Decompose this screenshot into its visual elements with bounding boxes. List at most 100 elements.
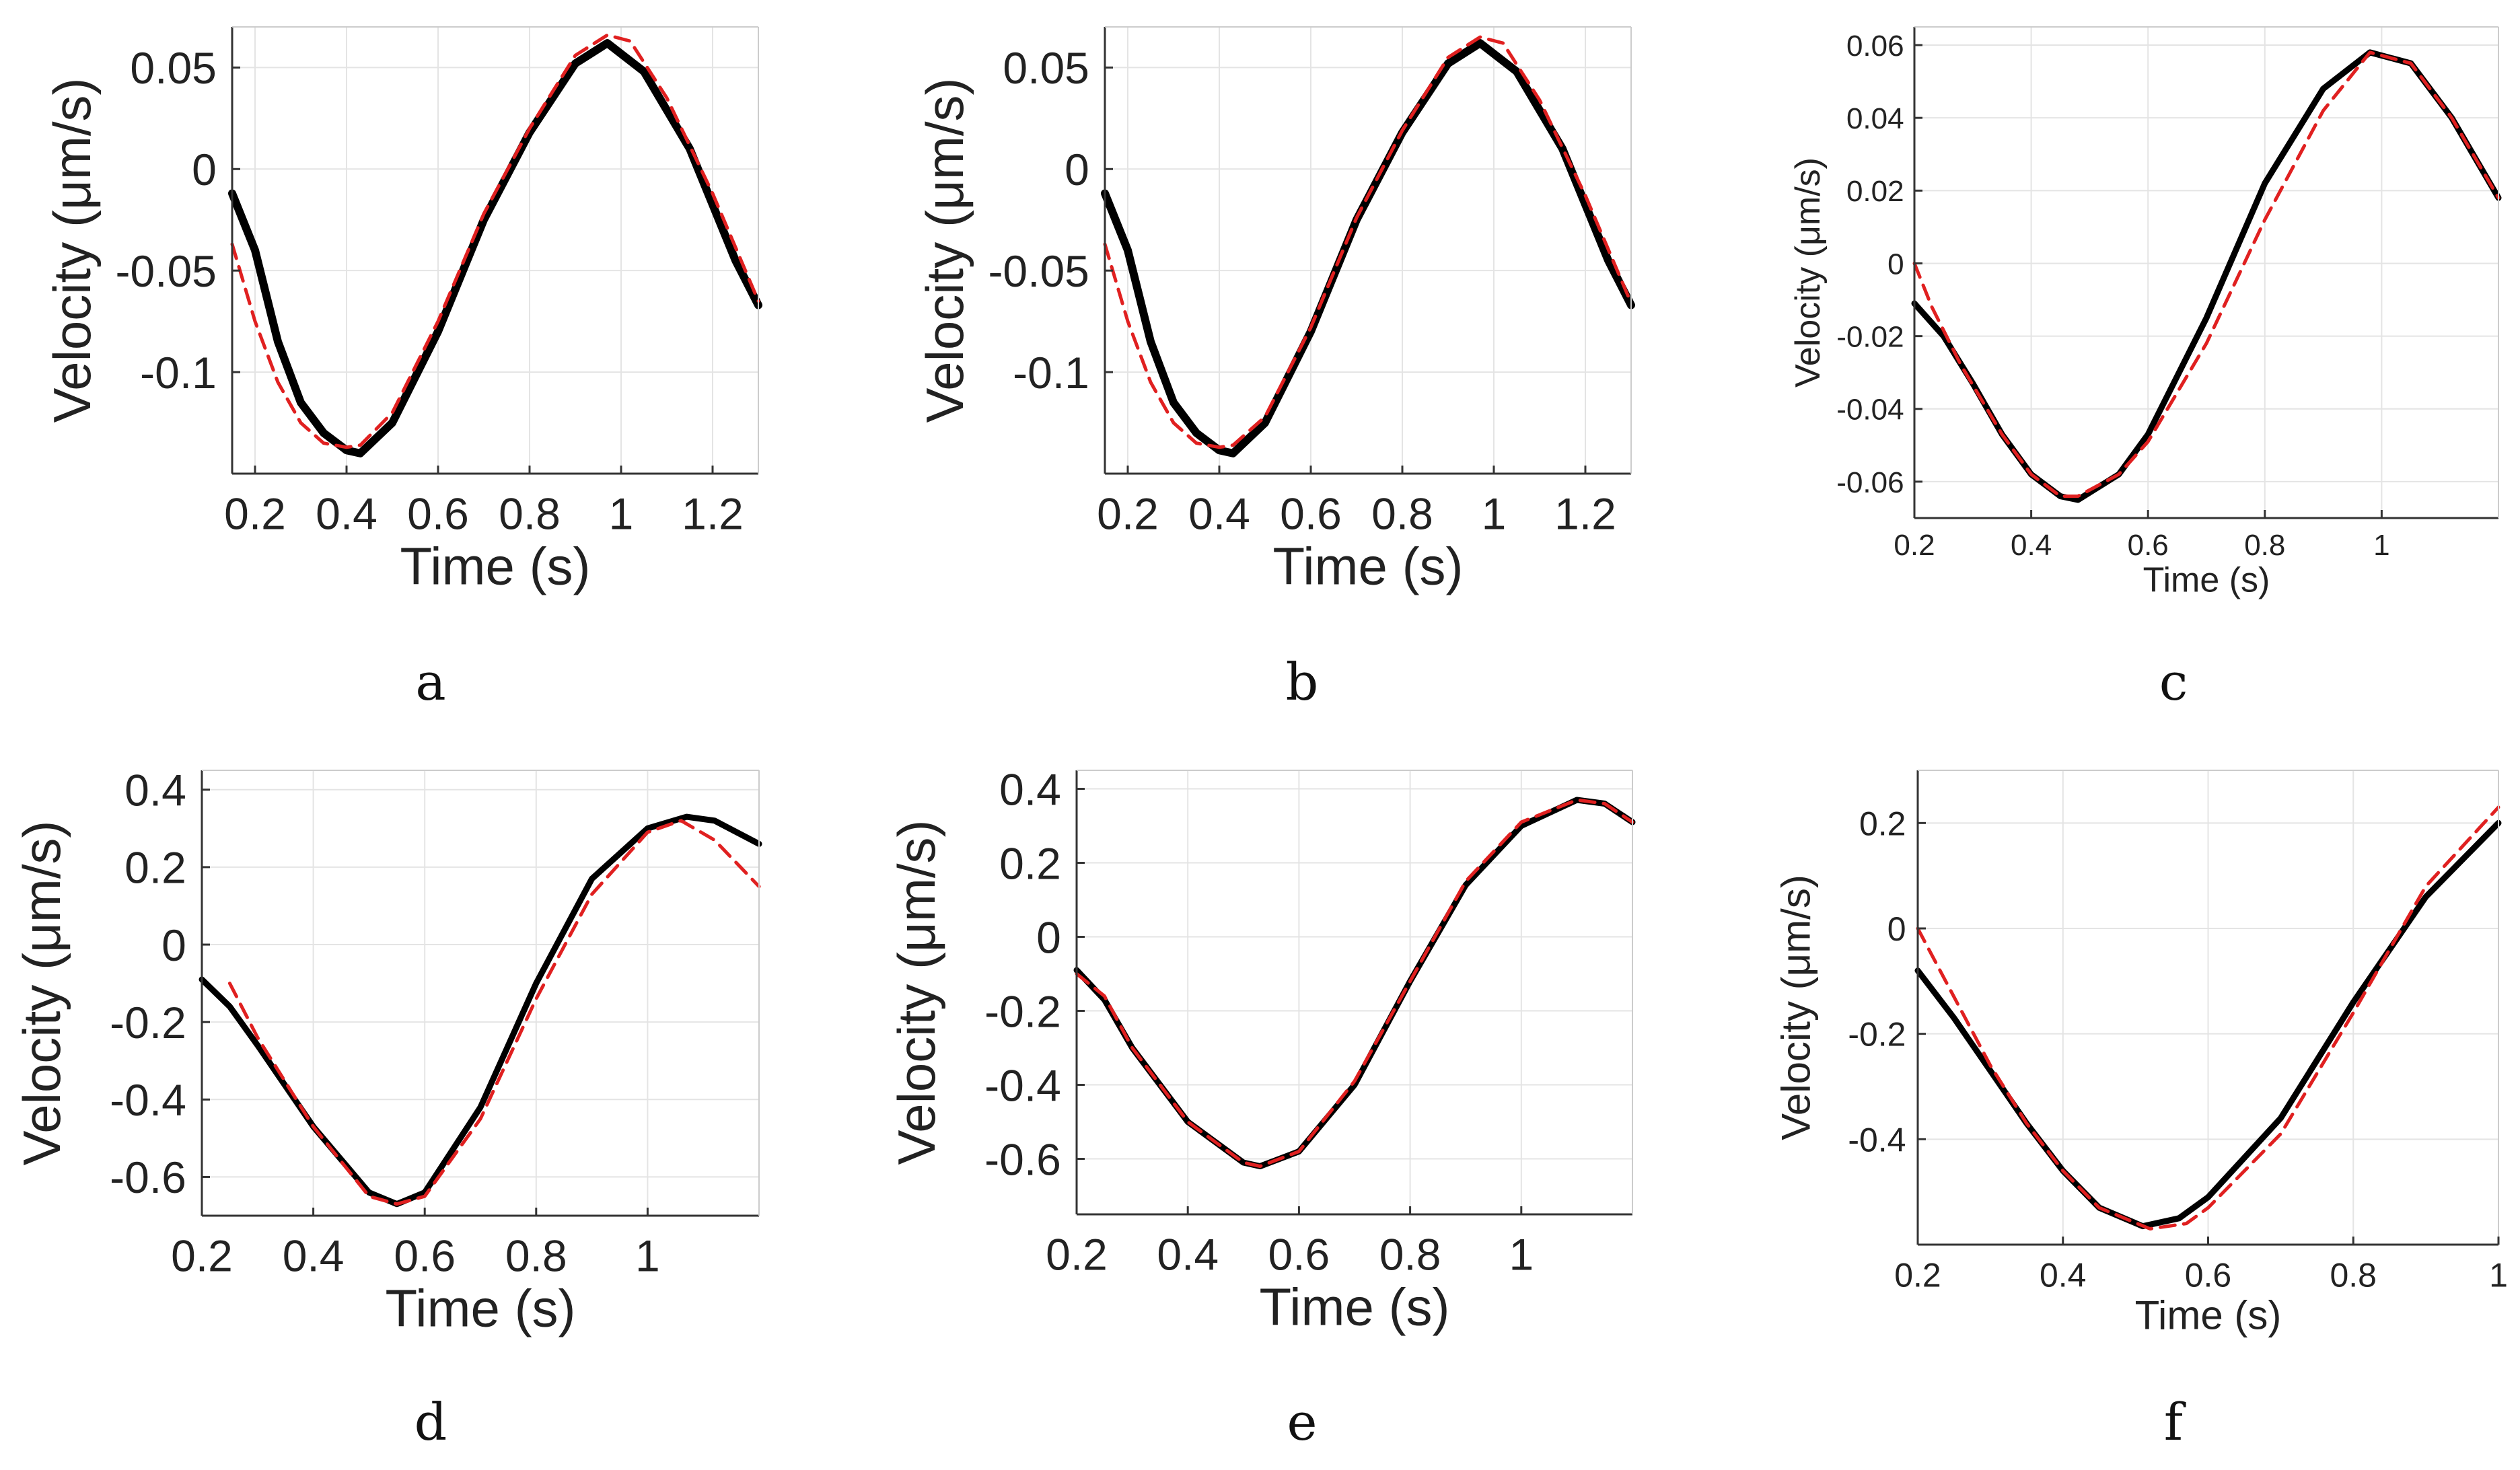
x-tick-label: 1 bbox=[1509, 1230, 1534, 1280]
y-tick-label: -0.05 bbox=[115, 246, 216, 296]
x-tick-label: 0.2 bbox=[171, 1231, 233, 1281]
x-tick-label: 0.8 bbox=[1379, 1230, 1441, 1280]
y-axis-label: Velocity (μm/s) bbox=[42, 77, 102, 422]
x-tick-label: 0.2 bbox=[1894, 529, 1935, 562]
x-tick-label: 0.8 bbox=[2244, 529, 2285, 562]
y-tick-label: 0.05 bbox=[130, 43, 216, 93]
plot-area bbox=[1077, 770, 1632, 1214]
series-line-model bbox=[227, 819, 761, 1206]
y-tick-label: 0 bbox=[192, 145, 217, 194]
x-tick-label: 0.2 bbox=[1046, 1230, 1108, 1280]
x-tick-label: 0.4 bbox=[283, 1231, 345, 1281]
y-tick-label: 0.4 bbox=[999, 764, 1061, 814]
x-axis-label: Time (s) bbox=[400, 536, 590, 595]
y-tick-label: -0.1 bbox=[140, 348, 217, 398]
x-axis-label: Time (s) bbox=[1259, 1277, 1449, 1336]
y-tick-label: -0.1 bbox=[1013, 348, 1089, 398]
y-tick-label: -0.4 bbox=[984, 1060, 1061, 1110]
y-tick-label: -0.02 bbox=[1836, 320, 1904, 353]
series-line-model bbox=[1103, 35, 1633, 449]
panel-caption: b bbox=[1286, 652, 1319, 712]
y-tick-label: 0 bbox=[1887, 248, 1904, 281]
series-line-model bbox=[1912, 50, 2500, 499]
panel-d: 0.2 0.4 0.6 0.8 1 0.4 0.2 0 -0.2 -0.4 -0.6 Time (s)… bbox=[12, 766, 762, 1452]
y-tick-label: -0.04 bbox=[1836, 394, 1904, 427]
y-tick-label: 0.2 bbox=[124, 843, 186, 893]
x-tick-label: 1 bbox=[609, 489, 634, 539]
x-tick-label: 0.8 bbox=[499, 489, 561, 539]
panel-caption: f bbox=[2164, 1392, 2186, 1452]
panel-caption: c bbox=[2159, 652, 2188, 712]
x-axis-label: Time (s) bbox=[1272, 536, 1463, 595]
x-tick-label: 0.6 bbox=[1280, 489, 1342, 539]
x-tick-label: 1 bbox=[1482, 489, 1507, 539]
x-tick-label: 1 bbox=[2489, 1257, 2508, 1294]
y-tick-label: 0.4 bbox=[124, 766, 186, 815]
y-tick-label: -0.4 bbox=[1848, 1121, 1906, 1159]
x-tick-label: 0.6 bbox=[407, 489, 469, 539]
y-tick-label: -0.2 bbox=[984, 986, 1061, 1036]
x-tick-label: 0.4 bbox=[1188, 489, 1250, 539]
x-axis-label: Time (s) bbox=[2135, 1293, 2282, 1338]
y-axis-label: Velocity (μm/s) bbox=[887, 819, 946, 1165]
plot-area bbox=[202, 770, 759, 1216]
x-tick-label: 1.2 bbox=[682, 489, 744, 539]
y-tick-label: 0.05 bbox=[1003, 43, 1089, 93]
plot-area bbox=[1105, 27, 1631, 474]
x-tick-label: 0.4 bbox=[316, 489, 377, 539]
panel-f: 0.2 0.4 0.6 0.8 1 0.2 0 -0.2 -0.4 Time (s) Velocit… bbox=[1774, 770, 2508, 1452]
panel-e: 0.2 0.4 0.6 0.8 1 0.4 0.2 0 -0.2 -0.4 -0.6 Time (s)… bbox=[887, 764, 1636, 1452]
x-tick-label: 0.8 bbox=[1371, 489, 1433, 539]
y-axis-label: Velocity (μm/s) bbox=[915, 77, 974, 422]
panel-caption: e bbox=[1287, 1392, 1318, 1452]
y-axis-label: Velocity (μm/s) bbox=[1789, 157, 1828, 388]
x-tick-label: 0.6 bbox=[394, 1231, 456, 1281]
series-line-measured bbox=[228, 39, 762, 457]
plot-area bbox=[232, 27, 758, 474]
panel-caption: d bbox=[415, 1392, 447, 1452]
x-tick-label: 0.8 bbox=[505, 1231, 567, 1281]
y-axis-label: Velocity (μm/s) bbox=[1774, 875, 1819, 1140]
x-tick-label: 1 bbox=[2373, 529, 2389, 562]
y-tick-label: 0.06 bbox=[1846, 30, 1904, 63]
x-axis-label: Time (s) bbox=[2143, 561, 2270, 600]
x-tick-label: 0.8 bbox=[2330, 1257, 2377, 1294]
panel-a: 0.2 0.4 0.6 0.8 1 1.2 0.05 0 -0.05 -0.1 Time (s) Ve… bbox=[42, 26, 762, 712]
series-line-model bbox=[1075, 798, 1634, 1168]
plot-area bbox=[1914, 27, 2498, 518]
series-line-measured bbox=[199, 813, 762, 1208]
x-tick-label: 0.6 bbox=[1268, 1230, 1330, 1280]
y-tick-label: -0.6 bbox=[984, 1134, 1061, 1184]
y-tick-label: 0.04 bbox=[1846, 102, 1904, 135]
panel-c: 0.2 0.4 0.6 0.8 1 0.06 0.04 0.02 0 -0.02 -0.04 -0.0… bbox=[1789, 26, 2502, 712]
y-tick-label: -0.2 bbox=[110, 998, 186, 1048]
x-tick-label: 1 bbox=[635, 1231, 660, 1281]
y-tick-label: -0.06 bbox=[1836, 466, 1904, 499]
y-tick-label: 0.2 bbox=[999, 838, 1061, 888]
y-tick-label: 0.2 bbox=[1859, 805, 1906, 842]
panel-caption: a bbox=[415, 652, 445, 712]
x-tick-label: 0.2 bbox=[1097, 489, 1159, 539]
x-tick-label: 0.4 bbox=[2040, 1257, 2087, 1294]
series-line-model bbox=[1916, 805, 2500, 1230]
y-tick-label: 0 bbox=[1887, 910, 1906, 948]
y-tick-label: 0 bbox=[1036, 912, 1061, 962]
series-line-measured bbox=[1101, 39, 1635, 457]
y-tick-label: 0 bbox=[161, 920, 186, 970]
x-tick-label: 0.2 bbox=[1894, 1257, 1941, 1294]
y-tick-label: 0 bbox=[1065, 145, 1089, 194]
x-tick-label: 0.2 bbox=[224, 489, 286, 539]
y-tick-label: -0.05 bbox=[988, 246, 1089, 296]
x-axis-label: Time (s) bbox=[385, 1278, 575, 1337]
y-tick-label: 0.02 bbox=[1846, 175, 1904, 208]
x-tick-label: 0.4 bbox=[2011, 529, 2052, 562]
x-tick-label: 0.6 bbox=[2185, 1257, 2232, 1294]
y-tick-label: -0.4 bbox=[110, 1075, 186, 1125]
x-tick-label: 0.6 bbox=[2128, 529, 2169, 562]
panel-b: 0.2 0.4 0.6 0.8 1 1.2 0.05 0 -0.05 -0.1 Time (s) Ve… bbox=[915, 26, 1635, 712]
series-line-model bbox=[230, 33, 760, 449]
x-tick-label: 1.2 bbox=[1554, 489, 1616, 539]
y-axis-label: Velocity (μm/s) bbox=[12, 820, 71, 1165]
y-tick-label: -0.6 bbox=[110, 1152, 186, 1202]
